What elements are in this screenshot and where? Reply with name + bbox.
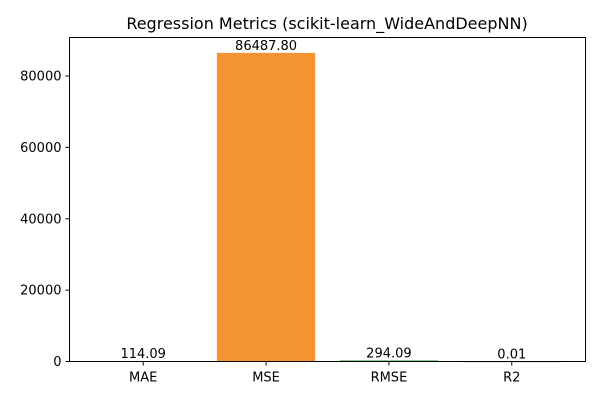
bars-group [94, 52, 561, 363]
bar-mse [216, 52, 316, 362]
y-tick-label-0: 0 [53, 355, 61, 370]
plot-frame [69, 37, 586, 362]
y-tick-label-80000: 80000 [20, 70, 61, 85]
data-label-mae: 114.09 [120, 347, 166, 362]
x-axis: MAE MSE RMSE R2 [129, 361, 520, 386]
data-label-r2: 0.01 [497, 347, 526, 362]
chart-title: Regression Metrics (scikit-learn_WideAnd… [126, 14, 527, 34]
x-tick-label-rmse: RMSE [371, 371, 408, 386]
y-tick-label-40000: 40000 [20, 212, 61, 227]
y-tick-label-20000: 20000 [20, 284, 61, 299]
x-tick-label-mae: MAE [129, 371, 157, 386]
data-label-rmse: 294.09 [366, 346, 412, 361]
data-label-mse: 86487.80 [235, 39, 297, 54]
x-tick-label-mse: MSE [252, 371, 280, 386]
y-axis: 0 20000 40000 60000 80000 [20, 70, 70, 370]
y-tick-label-60000: 60000 [20, 141, 61, 156]
data-labels-group: 114.09 86487.80 294.09 0.01 [120, 39, 526, 363]
x-tick-label-r2: R2 [503, 371, 520, 386]
bar-rmse [339, 360, 439, 362]
